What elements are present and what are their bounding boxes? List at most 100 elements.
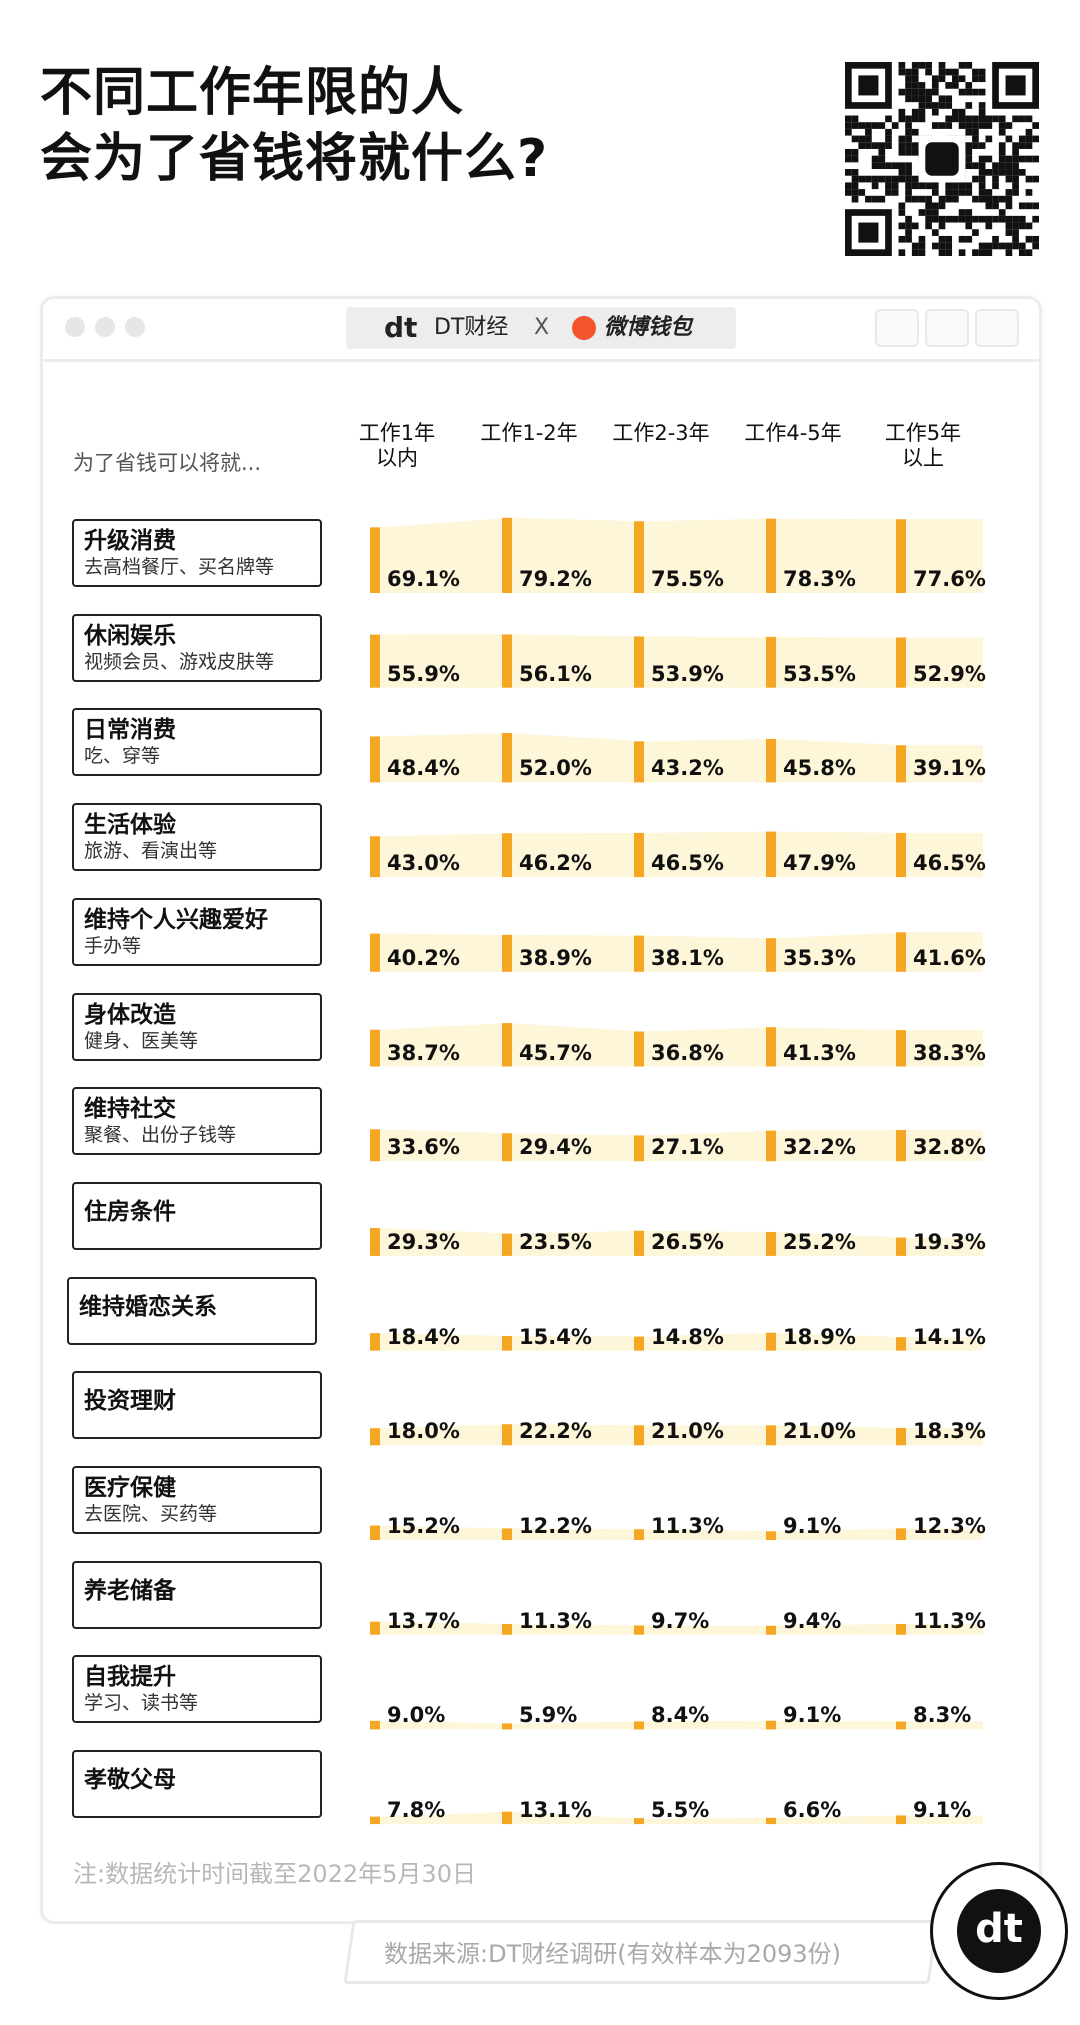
bar (502, 934, 512, 972)
bar (634, 832, 644, 878)
value-label: 52.9% (913, 661, 986, 686)
value-label: 38.1% (651, 945, 724, 970)
bar (896, 1721, 906, 1730)
bar (370, 1816, 380, 1825)
bar (766, 738, 776, 783)
column-header-line: 工作5年 (884, 421, 962, 445)
value-label: 18.9% (783, 1324, 856, 1349)
column-header-line: 以上 (902, 446, 944, 470)
column-header: 工作2-3年 (595, 421, 727, 446)
bar (370, 933, 380, 972)
bar (370, 736, 380, 783)
bar (634, 1425, 644, 1446)
bar (634, 1818, 644, 1825)
bar (766, 1332, 776, 1351)
value-label: 27.1% (651, 1135, 724, 1160)
chart-subheader: 为了省钱可以将就... (73, 451, 262, 475)
category-name: 维持个人兴趣爱好 (84, 906, 268, 933)
value-label: 7.8% (387, 1798, 446, 1823)
browser-window: dt DT财经 X 微博钱包 为了省钱可以将就... 工作1年 以内 工作1-2年工… (40, 296, 1042, 1924)
value-label: 9.7% (651, 1608, 710, 1633)
share-icon[interactable] (925, 309, 969, 347)
bar (634, 741, 644, 783)
category-box: 住房条件 (72, 1181, 322, 1250)
value-label: 48.4% (387, 756, 460, 781)
value-label: 46.5% (913, 851, 986, 876)
bar (370, 1428, 380, 1446)
maximize-window-icon[interactable] (125, 317, 145, 337)
category-subtitle: 去医院、买药等 (84, 1503, 218, 1525)
category-box: 维持婚恋关系 (67, 1276, 317, 1345)
bar (634, 1336, 644, 1351)
column-header-line: 工作2-3年 (612, 421, 710, 445)
bar (766, 1531, 776, 1540)
bar (370, 1029, 380, 1067)
category-box: 生活体验 旅游、看演出等 (72, 803, 322, 872)
copy-icon[interactable] (975, 309, 1019, 347)
column-header: 工作1年 以内 (331, 421, 463, 471)
source-text: 数据来源:DT财经调研(有效样本为2093份) (384, 1940, 842, 1968)
category-name: 休闲娱乐 (84, 622, 176, 649)
value-label: 45.8% (783, 756, 856, 781)
bar (766, 636, 776, 688)
value-label: 9.4% (783, 1608, 842, 1633)
bar (634, 1721, 644, 1730)
value-label: 22.2% (519, 1419, 592, 1444)
bar (634, 935, 644, 972)
category-subtitle: 去高档餐厅、买名牌等 (84, 556, 275, 578)
value-label: 6.6% (783, 1798, 842, 1823)
record-icon[interactable] (875, 309, 919, 347)
bar (370, 1228, 380, 1256)
value-label: 77.6% (913, 567, 986, 591)
bar (766, 518, 776, 593)
bar (502, 1133, 512, 1162)
value-label: 9.1% (783, 1703, 842, 1728)
value-label: 55.9% (387, 661, 460, 686)
bar (896, 745, 906, 783)
value-label: 21.0% (783, 1419, 856, 1444)
bar (896, 1130, 906, 1162)
bar (502, 1424, 512, 1446)
footnote: 注:数据统计时间截至2022年5月30日 (73, 1860, 476, 1888)
value-label: 53.9% (651, 661, 724, 686)
bar (634, 521, 644, 593)
value-label: 9.1% (783, 1514, 842, 1538)
value-label: 40.2% (387, 945, 460, 970)
bar (502, 1233, 512, 1256)
page-title: 不同工作年限的人 会为了省钱将就什么? (40, 60, 548, 192)
bar (502, 1528, 512, 1540)
category-name: 投资理财 (84, 1388, 176, 1415)
category-name: 医疗保健 (84, 1475, 176, 1501)
value-label: 14.8% (651, 1324, 724, 1349)
value-label: 41.3% (783, 1040, 856, 1065)
brand-dt: DT财经 (434, 315, 509, 340)
category-box: 日常消费 吃、穿等 (72, 708, 322, 777)
value-label: 21.0% (651, 1419, 724, 1444)
bar (896, 1030, 906, 1067)
value-label: 13.1% (519, 1798, 592, 1823)
value-label: 43.2% (651, 756, 724, 781)
bar (634, 1031, 644, 1067)
value-label: 15.4% (519, 1324, 592, 1349)
bar (896, 1528, 906, 1540)
close-window-icon[interactable] (65, 317, 85, 337)
category-name: 养老储备 (84, 1577, 176, 1604)
value-label: 53.5% (783, 661, 856, 686)
bar (370, 1720, 380, 1730)
value-label: 11.3% (913, 1608, 986, 1633)
value-label: 78.3% (783, 567, 856, 591)
category-name: 升级消费 (84, 528, 176, 554)
value-label: 45.7% (519, 1040, 592, 1065)
bar (634, 636, 644, 688)
bar (370, 634, 380, 688)
value-label: 23.5% (519, 1229, 592, 1254)
bar (502, 634, 512, 688)
value-label: 75.5% (651, 567, 724, 591)
bar (634, 1625, 644, 1635)
minimize-window-icon[interactable] (95, 317, 115, 337)
category-name: 生活体验 (84, 812, 176, 839)
category-subtitle: 旅游、看演出等 (84, 840, 218, 863)
bar (896, 1337, 906, 1351)
value-label: 38.7% (387, 1040, 460, 1065)
weibo-logo-icon (572, 316, 596, 340)
